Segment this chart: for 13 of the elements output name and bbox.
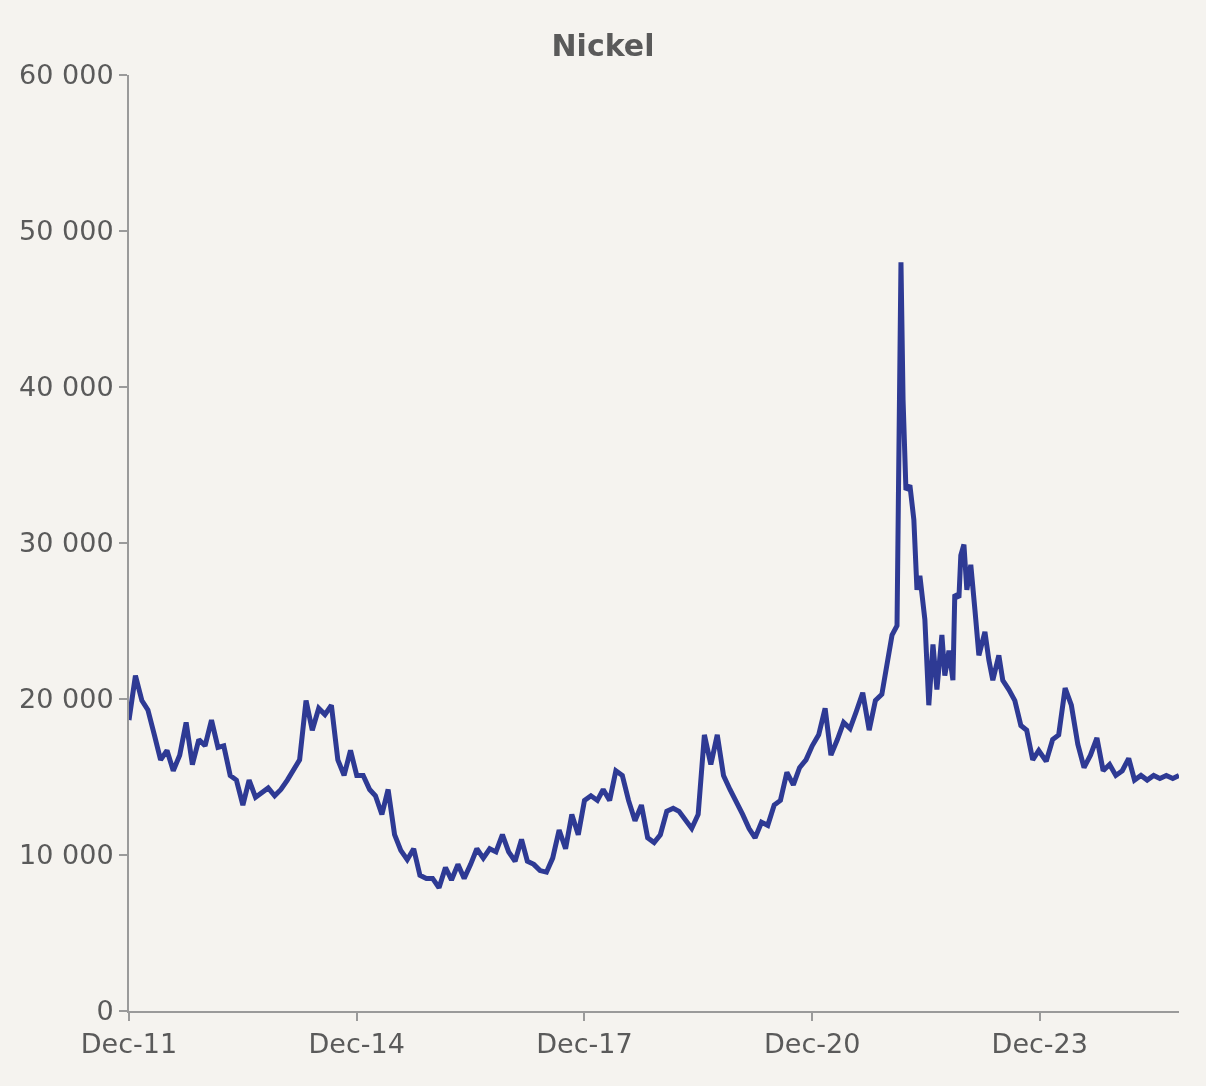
y-tick-label: 20 000 [19,683,114,715]
y-tick-label: 30 000 [19,527,114,559]
x-tick-label: Dec-11 [80,1028,178,1060]
y-tick-label: 10 000 [19,839,114,871]
chart-title: Nickel [551,28,655,64]
y-tick-label: 0 [96,995,114,1027]
x-tick-label: Dec-14 [308,1028,405,1060]
x-tick-label: Dec-17 [536,1028,633,1060]
x-tick-label: Dec-23 [991,1028,1088,1060]
y-tick-label: 50 000 [19,215,114,247]
y-tick-label: 40 000 [19,371,114,403]
y-tick-label: 60 000 [19,59,114,91]
x-tick-label: Dec-20 [764,1028,861,1060]
